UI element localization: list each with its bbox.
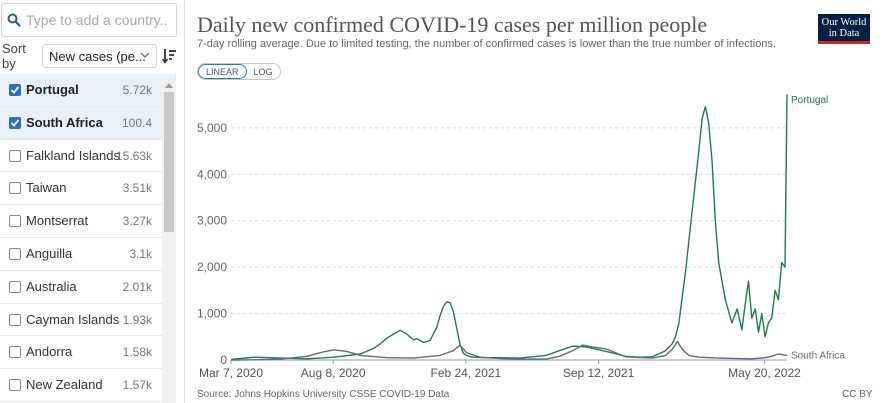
country-row[interactable]: Montserrat 3.27k — [0, 205, 175, 238]
chart-title: Daily new confirmed COVID-19 cases per m… — [197, 12, 708, 37]
country-value: 3.1k — [129, 246, 152, 261]
country-value: 2.01k — [122, 279, 152, 294]
country-list-scrollbar[interactable] — [162, 80, 176, 403]
search-icon — [2, 13, 26, 27]
logo-line-1: Our World — [821, 17, 867, 28]
country-checkbox[interactable] — [9, 116, 21, 129]
country-sidebar: Sort by New cases (pe... Portugal 5.72k So… — [0, 0, 180, 403]
country-row[interactable]: Anguilla 3.1k — [0, 238, 175, 271]
x-tick-label: Mar 7, 2020 — [199, 366, 263, 380]
country-name: Taiwan — [26, 180, 67, 196]
chart-subtitle: 7-day rolling average. Due to limited te… — [197, 38, 777, 50]
country-row[interactable]: Australia 2.01k — [0, 271, 175, 304]
y-tick-label: 2,000 — [197, 260, 227, 274]
sort-select-value: New cases (pe... — [49, 48, 146, 64]
country-value: 15.63k — [115, 148, 152, 163]
scale-toggle: LINEAR LOG — [197, 63, 281, 80]
search-input[interactable] — [26, 12, 166, 28]
chart-source[interactable]: Source: Johns Hopkins University CSSE CO… — [197, 389, 450, 400]
country-value: 100.4 — [121, 115, 152, 130]
country-checkbox[interactable] — [9, 280, 21, 293]
country-value: 3.27k — [122, 214, 152, 229]
country-checkbox[interactable] — [9, 84, 21, 96]
portugal-series-label: Portugal — [791, 95, 828, 106]
country-name: New Zealand — [26, 377, 103, 393]
x-tick-label: May 20, 2022 — [728, 366, 801, 380]
country-name: Anguilla — [26, 245, 73, 261]
sort-order-icon[interactable] — [161, 48, 176, 69]
portugal-series-line — [230, 94, 788, 361]
x-tick-label: Sep 12, 2021 — [563, 366, 635, 380]
country-checkbox[interactable] — [9, 215, 21, 228]
sort-label: Sort by — [2, 41, 26, 71]
country-list: Portugal 5.72k South Africa 100.4 Falkland I… — [0, 74, 176, 403]
chevron-down-icon — [139, 49, 151, 64]
country-row[interactable]: Portugal 5.72k — [0, 74, 175, 107]
sort-row: Sort by New cases (pe... — [0, 41, 180, 71]
log-scale-button[interactable]: LOG — [253, 66, 273, 77]
country-row[interactable]: Falkland Islands 15.63k — [0, 140, 175, 173]
country-name: Australia — [26, 278, 77, 294]
country-checkbox[interactable] — [9, 182, 21, 195]
country-name: Falkland Islands — [26, 147, 120, 163]
search-box[interactable] — [1, 3, 177, 37]
linear-scale-button[interactable]: LINEAR — [198, 64, 247, 79]
y-tick-label: 0 — [220, 353, 227, 367]
country-name: Andorra — [26, 344, 73, 360]
y-tick-label: 1,000 — [197, 307, 227, 321]
south-africa-series-label: South Africa — [791, 350, 845, 361]
country-value: 1.58k — [122, 345, 152, 360]
country-row[interactable]: Andorra 1.58k — [0, 336, 175, 370]
country-row[interactable]: Taiwan 3.51k — [0, 172, 175, 206]
owid-logo[interactable]: Our World in Data — [818, 14, 870, 44]
country-checkbox[interactable] — [9, 313, 21, 326]
country-name: Portugal — [26, 82, 79, 97]
y-tick-label: 5,000 — [197, 121, 227, 135]
line-chart: 0 1,000 2,000 3,000 4,000 5,000 Mar 7, 2020 Aug… — [197, 94, 845, 380]
country-name: Montserrat — [26, 213, 89, 229]
scroll-up-icon[interactable] — [162, 80, 176, 90]
scroll-thumb[interactable] — [164, 92, 174, 232]
country-checkbox[interactable] — [9, 379, 21, 392]
country-name: Cayman Islands — [26, 311, 120, 327]
country-checkbox[interactable] — [9, 149, 21, 162]
country-name: South Africa — [26, 114, 103, 130]
country-row[interactable]: South Africa 100.4 — [0, 106, 175, 140]
country-row[interactable]: Cayman Islands 1.93k — [0, 304, 175, 337]
south-africa-series-line — [230, 340, 788, 361]
country-checkbox[interactable] — [9, 247, 21, 260]
country-row[interactable]: New Zealand 1.57k — [0, 369, 175, 402]
country-checkbox[interactable] — [9, 346, 21, 359]
chart-panel: Daily new confirmed COVID-19 cases per m… — [184, 0, 883, 403]
chart-license[interactable]: CC BY — [842, 389, 873, 400]
country-value: 5.72k — [122, 83, 152, 97]
country-value: 1.57k — [122, 378, 152, 393]
y-tick-label: 4,000 — [197, 167, 227, 181]
sort-select[interactable]: New cases (pe... — [42, 44, 157, 68]
x-tick-label: Aug 8, 2020 — [301, 366, 366, 380]
logo-line-2: in Data — [828, 28, 860, 39]
country-value: 1.93k — [122, 312, 152, 327]
country-value: 3.51k — [122, 181, 152, 196]
y-tick-label: 3,000 — [197, 214, 227, 228]
x-tick-label: Feb 24, 2021 — [431, 366, 502, 380]
